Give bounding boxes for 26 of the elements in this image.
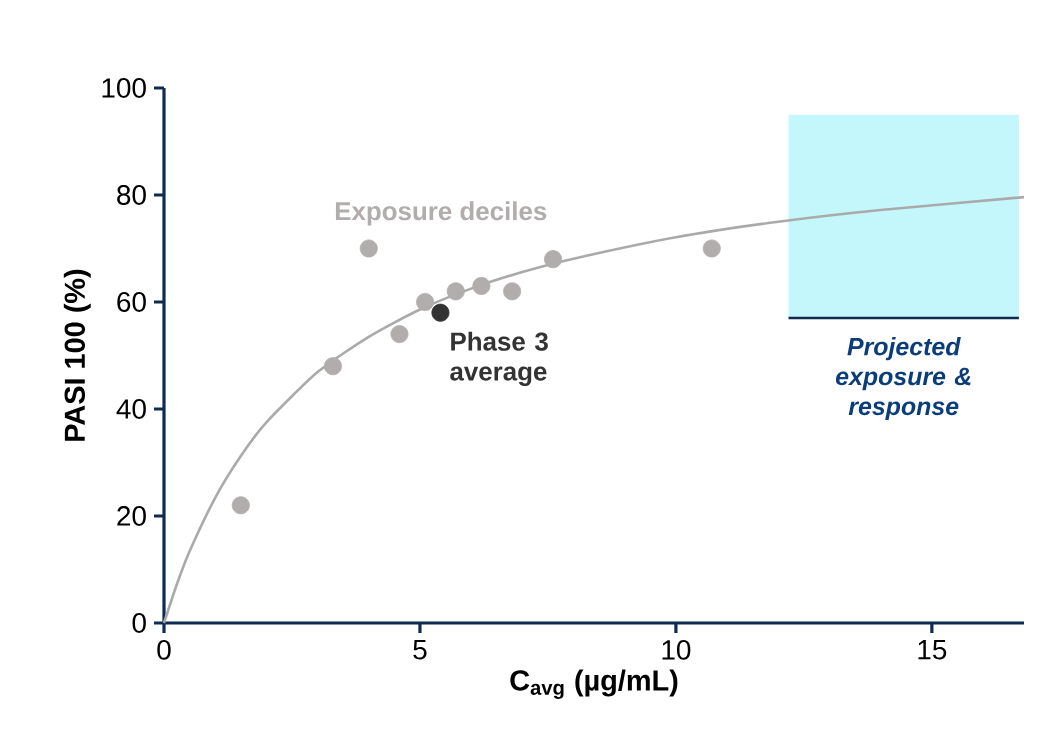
- y-tick-label: 100: [102, 78, 146, 98]
- x-tick-label: 15: [918, 640, 947, 660]
- point: [544, 250, 563, 269]
- point: [416, 293, 435, 311]
- point: [503, 282, 522, 301]
- x-tick-label: 5: [413, 640, 427, 660]
- series-label: Phase 3 average: [450, 331, 548, 386]
- point: [446, 282, 465, 301]
- point: [231, 496, 250, 515]
- x-tick-label: 10: [662, 640, 691, 660]
- y-tick-label: 40: [116, 399, 146, 419]
- y-tick-label: 80: [117, 185, 146, 205]
- y-tick-label: 0: [132, 613, 146, 633]
- series-label: Exposure deciles: [335, 201, 547, 226]
- point: [390, 325, 409, 344]
- point: [323, 357, 342, 376]
- y-axis-title: PASI 100 (%): [63, 269, 91, 441]
- point: [431, 303, 450, 322]
- y-tick-label: 60: [117, 292, 146, 312]
- point: [472, 276, 491, 295]
- x-tick-label: 0: [157, 640, 171, 660]
- y-tick-label: 20: [117, 506, 146, 526]
- band-label: Projected exposure & response: [835, 337, 971, 421]
- x-axis-title: C$_{avg}$ (µg/mL): [510, 669, 678, 699]
- point: [359, 239, 378, 258]
- point: [702, 239, 721, 258]
